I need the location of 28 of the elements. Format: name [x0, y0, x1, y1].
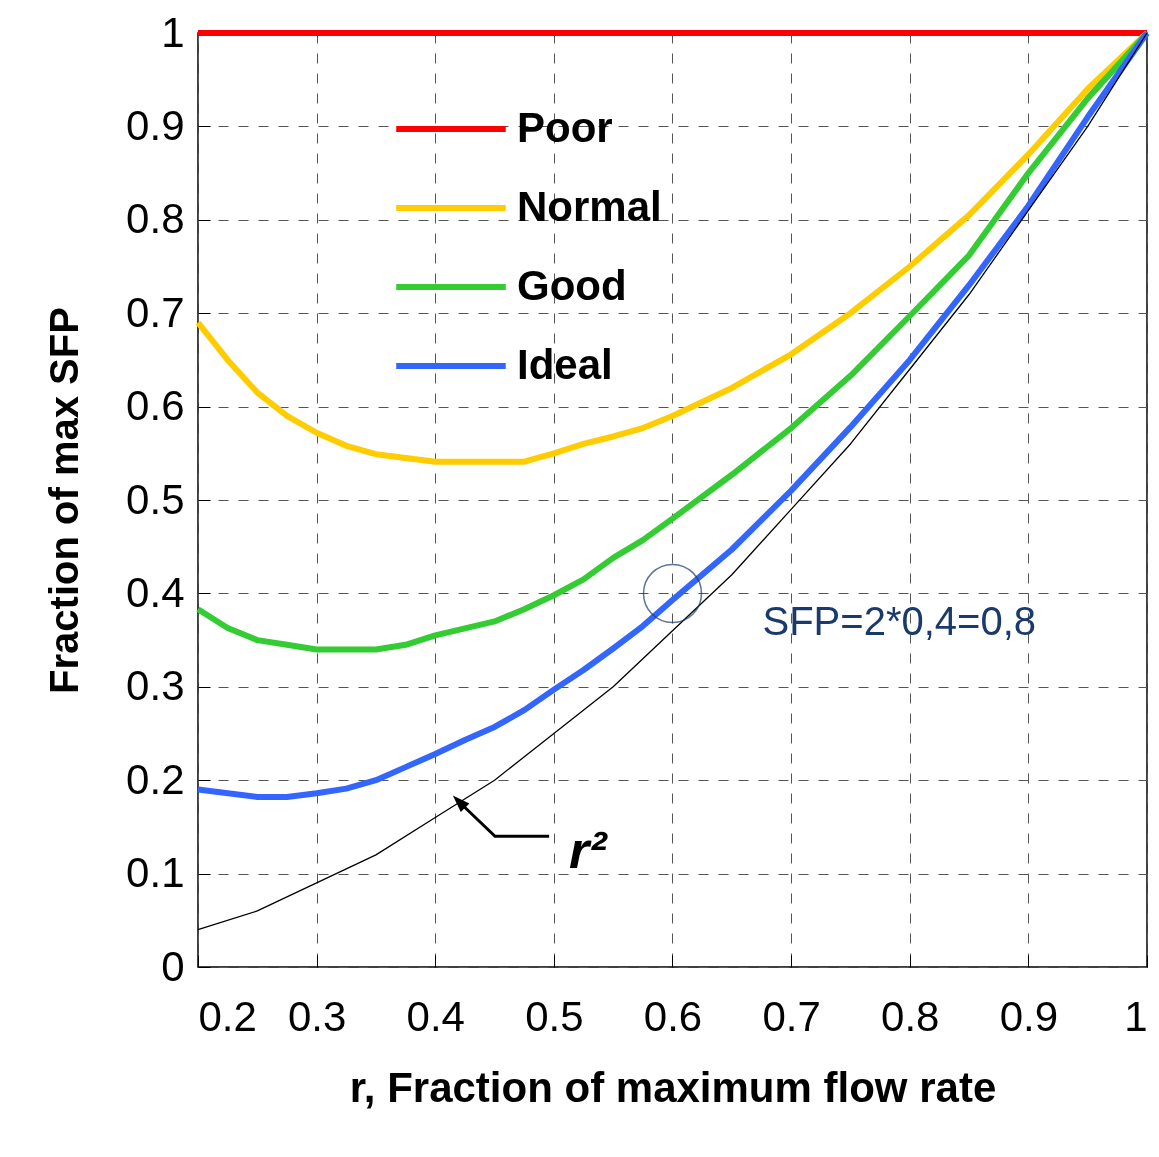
annotation: r² — [568, 820, 609, 879]
legend-label: Normal — [517, 183, 662, 230]
y-tick-label: 0.4 — [126, 568, 185, 616]
y-tick-label: 0.1 — [126, 849, 185, 897]
x-tick-label: 0.5 — [525, 992, 584, 1040]
legend-label: Ideal — [517, 341, 613, 388]
x-tick-label: 0.7 — [762, 992, 821, 1040]
x-tick-label: 1 — [1124, 992, 1148, 1040]
x-tick-label: 0.3 — [287, 992, 347, 1040]
x-tick-label: 0.6 — [643, 992, 703, 1040]
legend-label: Poor — [517, 104, 613, 151]
y-tick-label: 0.5 — [126, 475, 185, 523]
legend-label: Good — [517, 262, 627, 309]
y-tick-label: 0.3 — [126, 662, 185, 710]
y-tick-label: 0.2 — [126, 755, 185, 803]
y-axis-title: Fraction of max SFP — [42, 307, 87, 694]
x-tick-label: 0.9 — [999, 992, 1059, 1040]
y-tick-label: 0.6 — [126, 382, 185, 430]
y-tick-label: 0 — [161, 942, 185, 990]
y-tick-label: 0.9 — [126, 101, 185, 149]
y-tick-label: 1 — [161, 8, 185, 56]
y-tick-label: 0.7 — [126, 288, 185, 336]
x-tick-label: 0.8 — [881, 992, 940, 1040]
y-tick-label: 0.8 — [126, 195, 185, 243]
annotation: SFP=2*0,4=0,8 — [762, 599, 1037, 644]
x-tick-label: 0.2 — [198, 992, 257, 1040]
x-tick-label: 0.4 — [406, 992, 465, 1040]
x-axis-title: r, Fraction of maximum flow rate — [349, 1063, 997, 1111]
